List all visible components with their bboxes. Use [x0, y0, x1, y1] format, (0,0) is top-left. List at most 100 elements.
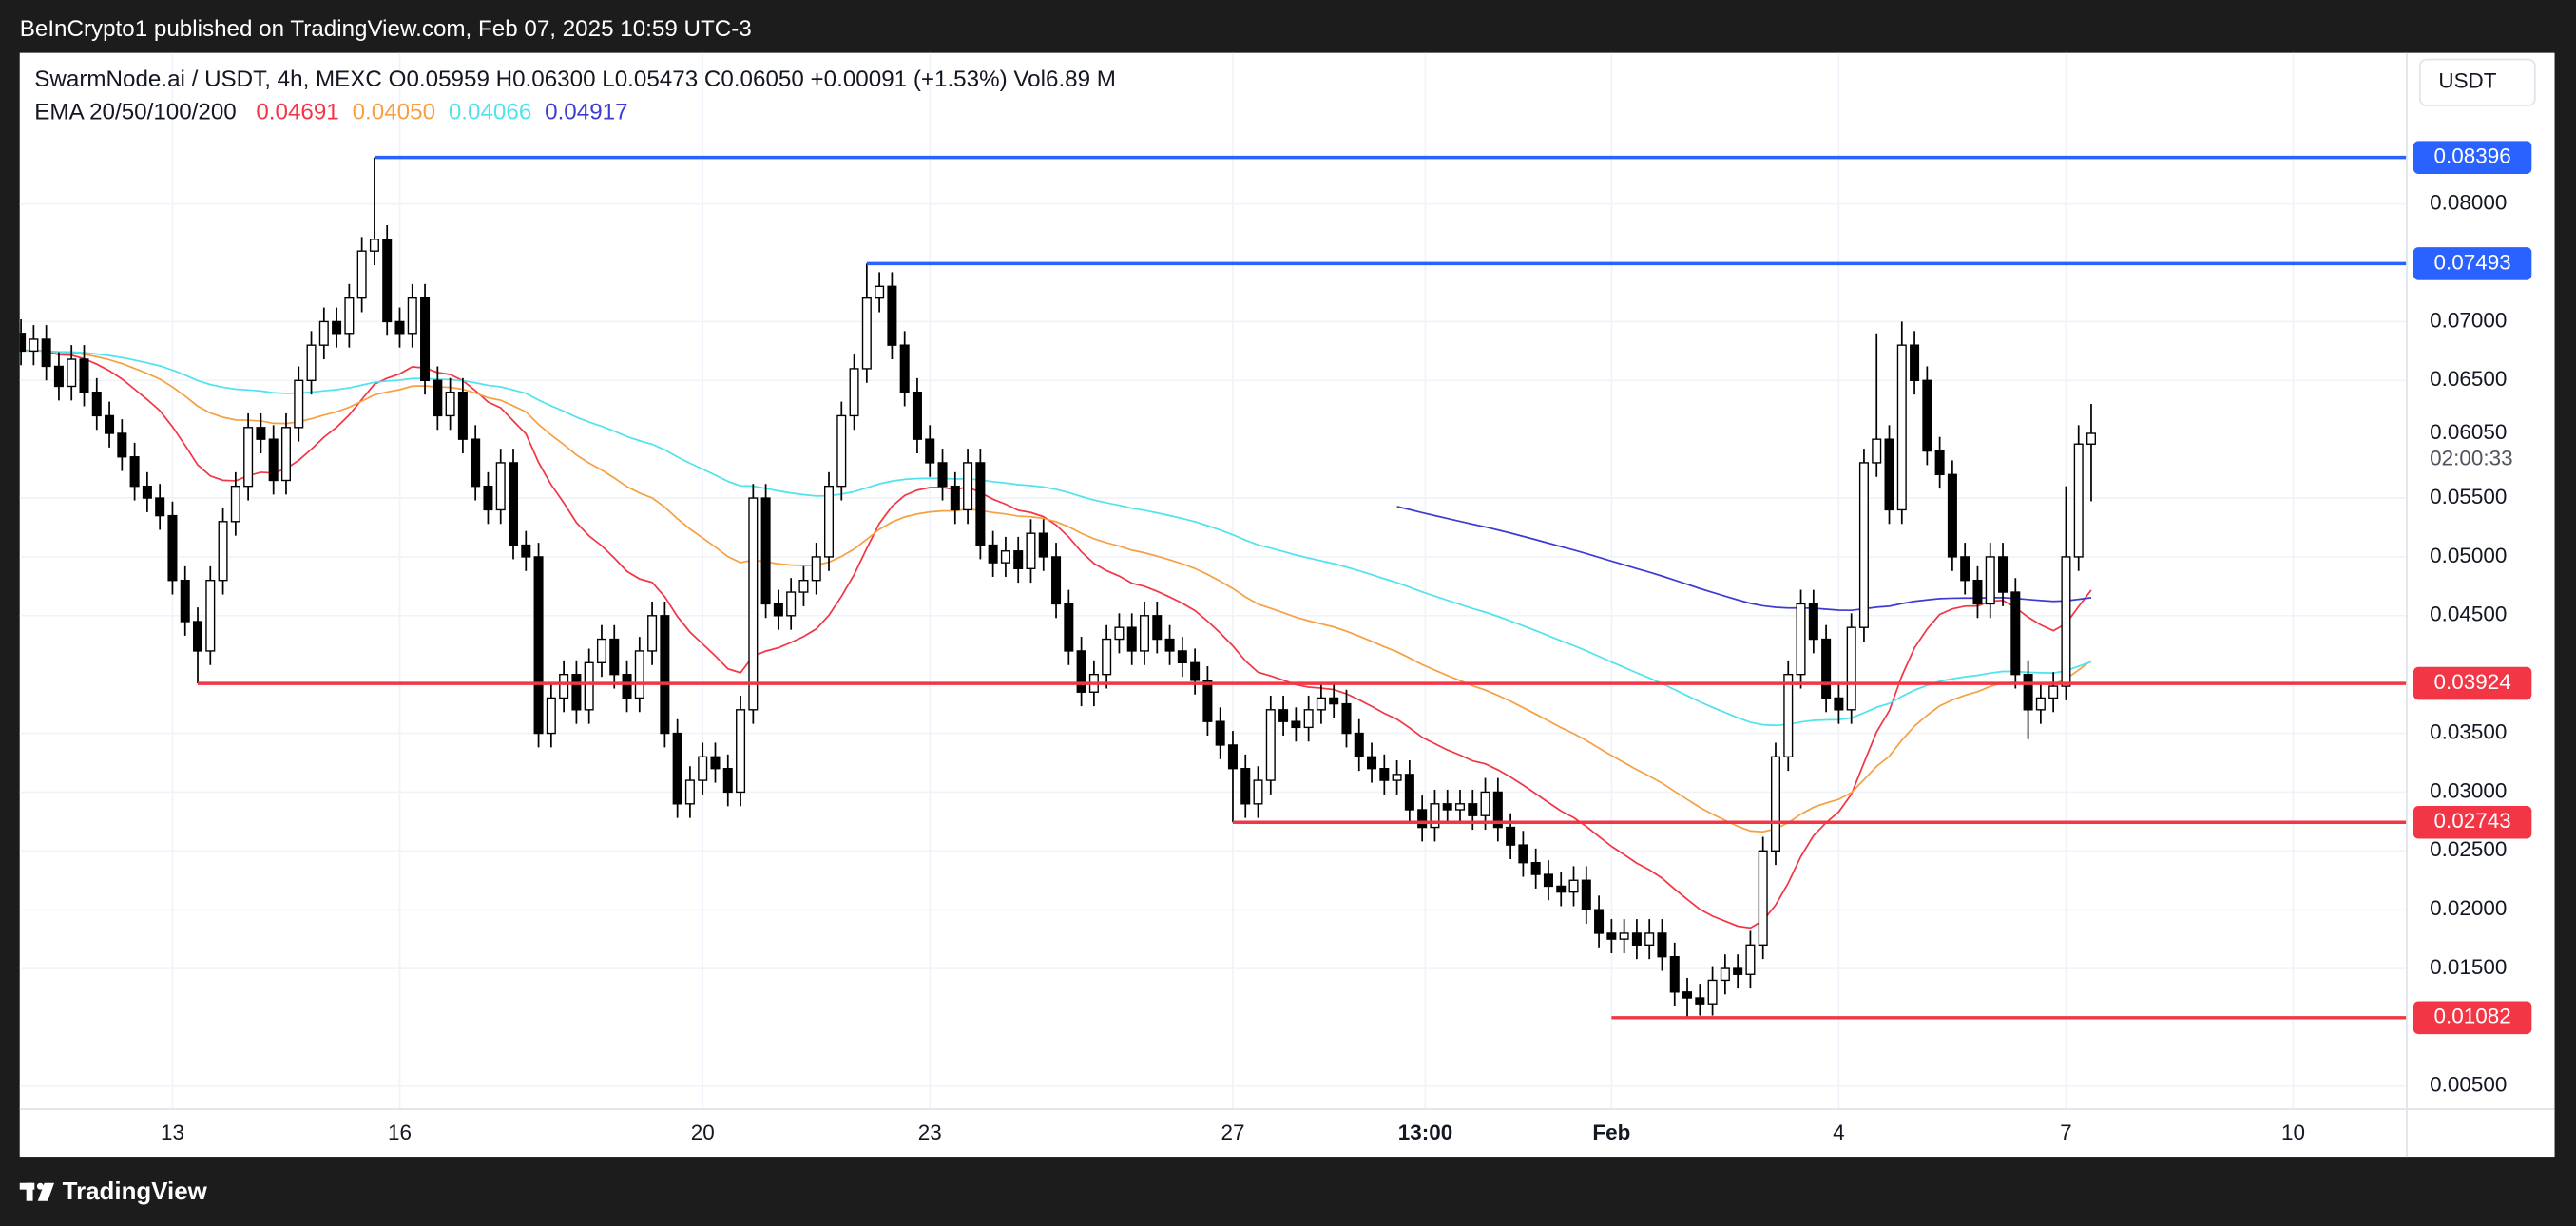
chart-panel [19, 52, 2555, 1158]
candle-body [849, 368, 859, 417]
candle-body [1177, 650, 1187, 663]
candle-body [1492, 791, 1503, 829]
candle-body [1126, 626, 1137, 652]
candle-body [1543, 873, 1553, 888]
candle-body [546, 697, 556, 735]
candle-body [1922, 379, 1932, 452]
candle-body [1341, 702, 1352, 735]
volume-value: 6.89 M [1046, 67, 1116, 92]
candle-body [1000, 550, 1010, 564]
y-tick-label: 0.00500 [2430, 1073, 2507, 1097]
ema-value: 0.04066 [449, 100, 531, 125]
candle-body [483, 485, 493, 511]
candle-body [1783, 673, 1794, 758]
candle-body [1758, 850, 1768, 947]
candle-body [559, 673, 569, 699]
candle-body [672, 732, 682, 805]
y-tick-label: 0.04500 [2430, 603, 2507, 626]
candle-body [1682, 991, 1693, 999]
candle-body [1934, 450, 1945, 475]
level-label-box [2413, 1001, 2532, 1035]
candle-body [394, 320, 405, 335]
candle-body [1985, 556, 1995, 605]
candle-body [1834, 697, 1844, 711]
candle-body [1265, 709, 1276, 781]
candle-body [887, 285, 897, 346]
candle-body [773, 603, 783, 617]
candle-body [596, 638, 606, 663]
candle-body [861, 297, 872, 370]
candle-body [280, 427, 291, 482]
candle-body [1606, 932, 1617, 940]
level-label-box [2413, 141, 2532, 174]
candle-body [710, 756, 721, 770]
candle-body [205, 579, 216, 652]
y-tick-label: 0.02000 [2430, 896, 2507, 920]
ohlc-label: O [389, 67, 407, 92]
candle-body [117, 432, 127, 458]
candle-body [2061, 556, 2071, 687]
last-price-label: 0.06050 [2430, 420, 2507, 444]
candle-body [1064, 603, 1074, 652]
ema-value: 0.04691 [256, 100, 338, 125]
level-label-box [2413, 805, 2532, 839]
candle-body [1102, 638, 1112, 676]
ema-line [21, 349, 2092, 929]
candle-body [937, 462, 948, 488]
candle-body [584, 661, 594, 711]
candle-body [1556, 885, 1567, 893]
candle-body [1379, 767, 1390, 781]
level-label-box [2413, 247, 2532, 280]
candle-body [1329, 697, 1339, 705]
level-label: 0.01082 [2434, 1005, 2511, 1028]
ohlc-label: C [704, 67, 721, 92]
ohlc-value: 0.05959 [406, 67, 489, 92]
x-tick-label: 27 [1221, 1121, 1244, 1144]
currency-button[interactable] [2418, 58, 2536, 106]
candle-body [1998, 556, 2009, 593]
candle-body [1076, 650, 1086, 693]
candle-body [2086, 432, 2096, 445]
candle-body [1733, 967, 1743, 975]
candle-body [634, 650, 644, 699]
candle-body [1657, 932, 1667, 958]
candle-body [1884, 438, 1894, 511]
ema-line [21, 350, 2092, 833]
candle-body [786, 591, 797, 617]
candle-body [344, 297, 355, 335]
level-label-box [2413, 666, 2532, 700]
candle-body [1745, 944, 1756, 975]
ohlc-value: 0.05473 [615, 67, 698, 92]
brand-logo [19, 1182, 55, 1201]
logo-part [37, 1182, 55, 1201]
candle-body [722, 767, 733, 794]
ohlc-label: H [496, 67, 512, 92]
candle-body [1430, 803, 1440, 829]
candle-body [1114, 626, 1125, 641]
ohlc-value: 0.06300 [512, 67, 595, 92]
x-tick-label: Feb [1592, 1121, 1630, 1144]
candle-body [508, 462, 519, 546]
candle-body [243, 427, 254, 488]
candle-body [256, 427, 266, 440]
y-tick-label: 0.06500 [2430, 367, 2507, 391]
plot [19, 52, 2407, 1109]
change: +0.00091 (+1.53%) [811, 67, 1008, 92]
candle-body [1821, 638, 1832, 699]
candle-body [420, 297, 431, 381]
candle-body [2010, 591, 2021, 676]
candle-body [823, 485, 835, 558]
candle-body [1316, 697, 1326, 711]
y-tick-label: 0.01500 [2430, 955, 2507, 979]
level-label: 0.03924 [2434, 670, 2511, 694]
candle-body [445, 391, 455, 417]
candle-body [1707, 979, 1718, 1005]
y-tick-label: 0.07000 [2430, 308, 2507, 332]
x-tick-label: 23 [918, 1121, 942, 1144]
candle-body [1367, 756, 1377, 770]
candle-body [1506, 826, 1516, 846]
publisher-text: BeInCrypto1 published on TradingView.com… [20, 16, 752, 42]
candle-body [698, 756, 708, 781]
currency[interactable]: USDT [2438, 69, 2496, 93]
